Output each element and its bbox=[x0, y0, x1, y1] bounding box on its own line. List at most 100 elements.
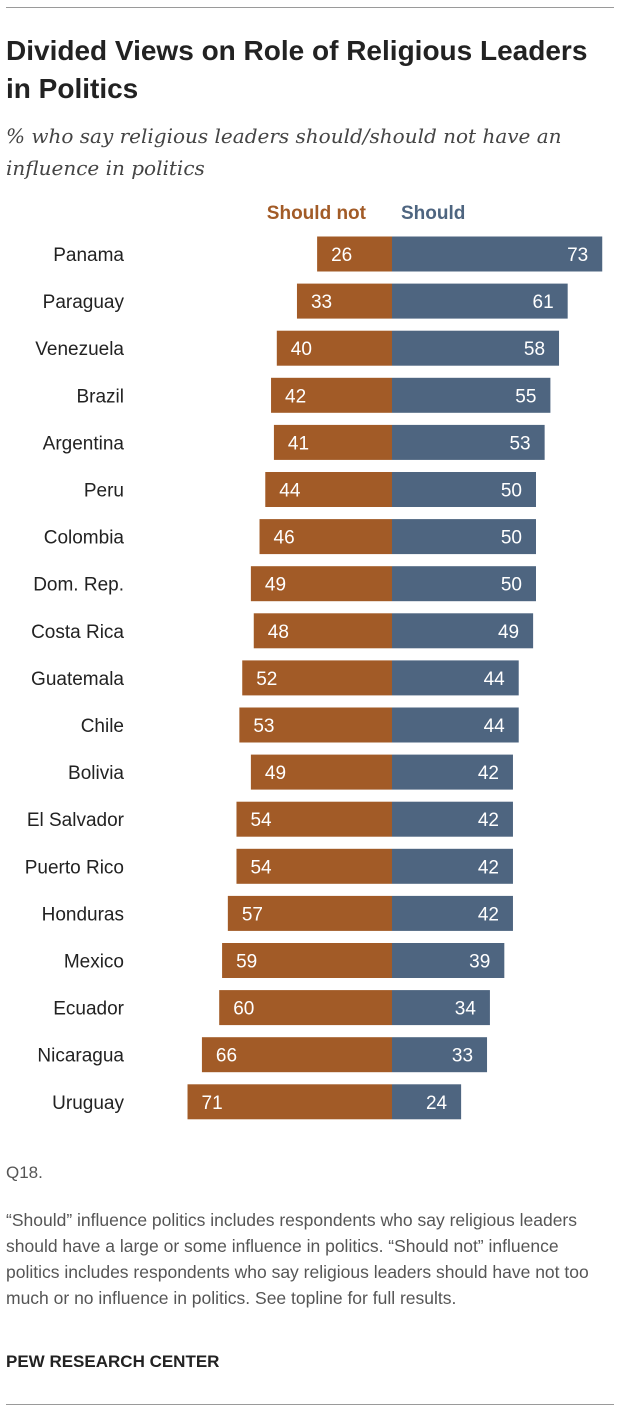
value-should-not-peru: 44 bbox=[279, 481, 301, 502]
country-label-mexico: Mexico bbox=[64, 952, 124, 973]
value-should-not-nicaragua: 66 bbox=[216, 1046, 237, 1067]
bar-should-bolivia bbox=[392, 754, 513, 790]
country-label-costa-rica: Costa Rica bbox=[31, 622, 124, 643]
bar-should-not-uruguay bbox=[187, 1084, 392, 1120]
bar-should-guatemala bbox=[392, 660, 519, 696]
value-should-costa-rica: 49 bbox=[498, 622, 519, 643]
value-should-not-bolivia: 49 bbox=[265, 763, 286, 784]
value-should-peru: 50 bbox=[501, 481, 522, 502]
value-should-mexico: 39 bbox=[469, 952, 490, 973]
country-label-argentina: Argentina bbox=[43, 433, 125, 454]
country-label-dom-rep: Dom. Rep. bbox=[33, 575, 124, 596]
value-should-puerto-rico: 42 bbox=[478, 857, 499, 878]
bar-should-not-chile bbox=[239, 707, 392, 743]
bar-should-not-colombia bbox=[259, 519, 392, 555]
value-should-paraguay: 61 bbox=[533, 292, 554, 313]
value-should-honduras: 42 bbox=[478, 904, 499, 925]
value-should-not-ecuador: 60 bbox=[233, 999, 254, 1020]
value-should-not-honduras: 57 bbox=[242, 904, 263, 925]
country-label-uruguay: Uruguay bbox=[52, 1093, 124, 1114]
top-rule bbox=[6, 7, 614, 8]
country-label-guatemala: Guatemala bbox=[31, 669, 124, 690]
bar-should-puerto-rico bbox=[392, 848, 513, 884]
value-should-not-paraguay: 33 bbox=[311, 292, 332, 313]
bar-should-nicaragua bbox=[392, 1037, 488, 1073]
bar-should-argentina bbox=[392, 424, 545, 460]
bar-should-not-brazil bbox=[271, 377, 392, 413]
country-label-chile: Chile bbox=[81, 716, 124, 737]
bar-should-not-argentina bbox=[273, 424, 392, 460]
bar-should-paraguay bbox=[392, 283, 568, 319]
chart-title: Divided Views on Role of Religious Leade… bbox=[6, 35, 588, 104]
value-should-not-chile: 53 bbox=[253, 716, 274, 737]
value-should-not-guatemala: 52 bbox=[256, 669, 277, 690]
bar-should-mexico bbox=[392, 943, 505, 978]
country-label-bolivia: Bolivia bbox=[68, 763, 124, 784]
value-should-nicaragua: 33 bbox=[452, 1046, 473, 1067]
bar-should-panama bbox=[392, 236, 603, 272]
bar-should-not-puerto-rico bbox=[236, 848, 392, 884]
bar-should-not-nicaragua bbox=[201, 1037, 392, 1073]
country-label-panama: Panama bbox=[53, 245, 124, 266]
value-should-dom-rep: 50 bbox=[501, 575, 522, 596]
country-label-puerto-rico: Puerto Rico bbox=[25, 857, 124, 878]
bar-should-uruguay bbox=[392, 1084, 462, 1120]
value-should-ecuador: 34 bbox=[455, 999, 477, 1020]
bar-should-not-costa-rica bbox=[253, 613, 392, 649]
value-should-not-dom-rep: 49 bbox=[265, 575, 286, 596]
bar-should-costa-rica bbox=[392, 613, 534, 649]
value-should-not-argentina: 41 bbox=[288, 433, 309, 454]
bar-should-honduras bbox=[392, 895, 513, 931]
bar-should-not-guatemala bbox=[242, 660, 392, 696]
pew-research-center-credit: PEW RESEARCH CENTER bbox=[6, 1352, 220, 1371]
bar-should-not-honduras bbox=[227, 895, 392, 931]
diverging-bar-chart: Should not Should Panama 26 73 Paraguay 33 61… bbox=[25, 203, 603, 1120]
value-should-el-salvador: 42 bbox=[478, 810, 499, 831]
bar-should-venezuela bbox=[392, 330, 560, 366]
value-should-not-el-salvador: 54 bbox=[250, 810, 272, 831]
bar-should-not-bolivia bbox=[250, 754, 392, 790]
bottom-rule bbox=[6, 1404, 614, 1405]
bar-should-ecuador bbox=[392, 990, 490, 1026]
bar-should-chile bbox=[392, 707, 519, 743]
value-should-argentina: 53 bbox=[509, 433, 530, 454]
value-should-bolivia: 42 bbox=[478, 763, 499, 784]
value-should-not-brazil: 42 bbox=[285, 386, 306, 407]
chart-subtitle: % who say religious leaders should/shoul… bbox=[6, 124, 562, 180]
value-should-panama: 73 bbox=[567, 245, 588, 266]
value-should-venezuela: 58 bbox=[524, 339, 545, 360]
value-should-not-puerto-rico: 54 bbox=[250, 857, 272, 878]
country-label-el-salvador: El Salvador bbox=[27, 810, 125, 831]
bar-should-not-mexico bbox=[222, 943, 392, 978]
value-should-not-venezuela: 40 bbox=[291, 339, 312, 360]
country-label-peru: Peru bbox=[84, 481, 124, 502]
value-should-chile: 44 bbox=[484, 716, 506, 737]
bar-should-not-venezuela bbox=[276, 330, 392, 366]
bar-should-not-panama bbox=[317, 236, 392, 272]
value-should-brazil: 55 bbox=[515, 386, 536, 407]
bar-should-not-el-salvador bbox=[236, 801, 392, 837]
bar-should-not-peru bbox=[265, 472, 392, 507]
bar-should-el-salvador bbox=[392, 801, 513, 837]
value-should-not-colombia: 46 bbox=[274, 528, 295, 549]
legend-should-not: Should not bbox=[267, 203, 367, 224]
value-should-not-mexico: 59 bbox=[236, 952, 257, 973]
value-should-colombia: 50 bbox=[501, 528, 522, 549]
country-label-colombia: Colombia bbox=[44, 528, 125, 549]
value-should-guatemala: 44 bbox=[484, 669, 506, 690]
value-should-not-panama: 26 bbox=[331, 245, 352, 266]
value-should-not-uruguay: 71 bbox=[202, 1093, 223, 1114]
methodology-note: “Should” influence politics includes res… bbox=[6, 1210, 589, 1308]
country-label-nicaragua: Nicaragua bbox=[37, 1046, 124, 1067]
bar-should-brazil bbox=[392, 377, 551, 413]
country-label-paraguay: Paraguay bbox=[43, 292, 125, 313]
country-label-brazil: Brazil bbox=[76, 386, 124, 407]
legend-should: Should bbox=[401, 203, 465, 224]
bar-should-not-ecuador bbox=[219, 990, 392, 1026]
bar-should-not-dom-rep bbox=[250, 566, 392, 602]
value-should-not-costa-rica: 48 bbox=[268, 622, 289, 643]
source-note: Q18. bbox=[6, 1163, 43, 1182]
bar-should-peru bbox=[392, 472, 536, 507]
bar-should-dom-rep bbox=[392, 566, 536, 602]
country-label-ecuador: Ecuador bbox=[53, 999, 124, 1020]
